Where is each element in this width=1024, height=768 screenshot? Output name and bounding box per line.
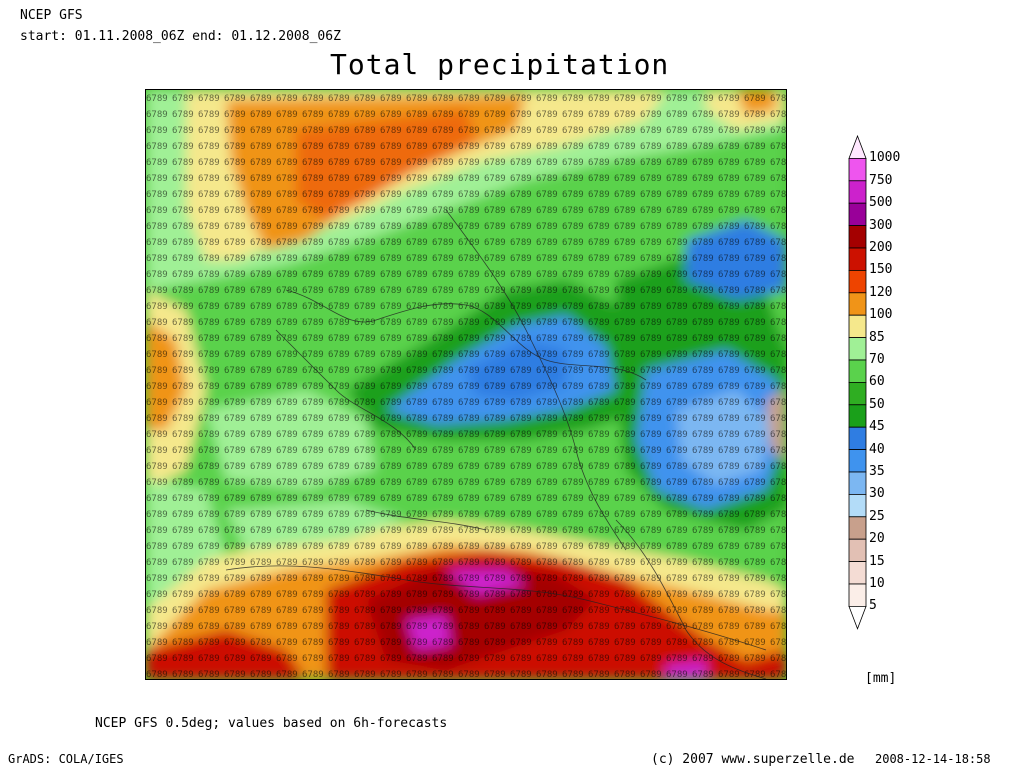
colorbar-swatch (848, 314, 867, 338)
colorbar-swatch (848, 404, 867, 428)
colorbar-level-label: 750 (869, 172, 893, 188)
colorbar-level-label: 10 (869, 576, 885, 591)
colorbar-level-label: 25 (869, 508, 885, 524)
colorbar-level-label: 45 (869, 419, 885, 435)
colorbar-swatch (848, 426, 867, 451)
colorbar-swatch (848, 180, 867, 204)
colorbar-swatch (848, 493, 867, 518)
colorbar-level-label: 85 (869, 329, 885, 345)
colorbar-level-label: 15 (869, 553, 885, 569)
units-label: [mm] (865, 671, 897, 686)
colorbar-level-label: 40 (869, 441, 885, 457)
colorbar-swatch (848, 538, 867, 563)
colorbar-level-label: 300 (869, 217, 893, 233)
colorbar-level-label: 200 (869, 240, 893, 255)
colorbar-swatch (848, 381, 867, 406)
colorbar-swatch (848, 337, 867, 361)
colorbar-level-label: 50 (869, 396, 885, 412)
colorbar-level-label: 500 (869, 195, 893, 211)
value-labels-overlay (146, 90, 786, 679)
colorbar-swatch (848, 561, 867, 585)
copyright-credit: (c) 2007 www.superzelle.de (651, 752, 855, 767)
colorbar-swatch (848, 359, 867, 383)
colorbar-level-label: 35 (869, 464, 885, 479)
map-title: Total precipitation (330, 48, 670, 81)
source-note: NCEP GFS 0.5deg; values based on 6h-fore… (95, 716, 448, 731)
colorbar-swatch (848, 225, 867, 249)
timestamp: 2008-12-14-18:58 (875, 752, 991, 766)
grads-credit: GrADS: COLA/IGES (8, 752, 124, 766)
colorbar-level-label: 100 (869, 307, 893, 323)
colorbar-bottom-arrow (848, 606, 867, 630)
colorbar-top-arrow (848, 134, 867, 159)
colorbar (848, 134, 867, 630)
colorbar-swatch (848, 516, 867, 540)
colorbar-legend (840, 130, 880, 630)
border-lines (225, 209, 767, 679)
colorbar-swatch (848, 269, 867, 294)
colorbar-swatch (848, 292, 867, 316)
colorbar-level-label: 60 (869, 374, 885, 390)
colorbar-swatch (848, 471, 867, 495)
colorbar-swatch (848, 583, 867, 607)
period-label: start: 01.11.2008_06Z end: 01.12.2008_06… (20, 29, 341, 44)
colorbar-level-label: 30 (869, 486, 885, 502)
colorbar-swatch (848, 202, 867, 226)
colorbar-level-label: 120 (869, 284, 893, 300)
colorbar-swatch (848, 157, 867, 182)
colorbar-swatch (848, 449, 867, 473)
colorbar-level-label: 1000 (869, 150, 901, 166)
colorbar-level-label: 5 (869, 598, 877, 614)
colorbar-level-label: 70 (869, 352, 885, 367)
precipitation-map: 6789 (145, 89, 787, 680)
colorbar-level-label: 150 (869, 262, 893, 278)
colorbar-level-label: 20 (869, 531, 885, 547)
colorbar-swatch (848, 247, 867, 271)
model-label: NCEP GFS (20, 8, 83, 23)
